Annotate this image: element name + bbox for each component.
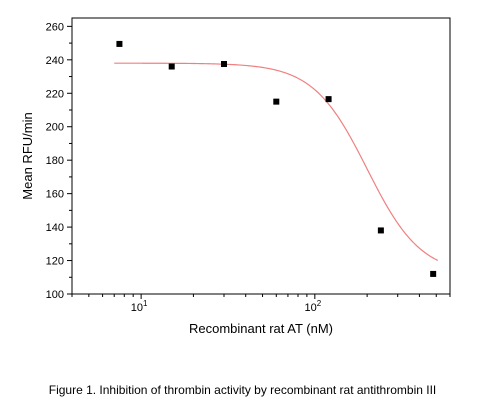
y-tick-label-240: 240 — [46, 55, 64, 67]
y-tick-label-260: 260 — [46, 21, 64, 33]
data-point-7 — [430, 270, 437, 277]
data-point-6 — [377, 227, 384, 234]
data-point-2 — [168, 63, 175, 70]
y-axis-label: Mean RFU/min — [20, 112, 35, 199]
x-tick-label-100: 102 — [304, 299, 321, 314]
plot-frame — [71, 17, 451, 295]
data-point-5 — [325, 96, 332, 103]
fit-curve — [114, 62, 439, 261]
y-tick-label-180: 180 — [46, 155, 64, 167]
data-point-4 — [273, 98, 280, 105]
data-point-3 — [221, 61, 228, 67]
y-tick-label-100: 100 — [46, 289, 64, 301]
data-points — [116, 40, 437, 277]
figure-caption: Figure 1. Inhibition of thrombin activit… — [48, 383, 437, 397]
x-axis-label: Recombinant rat AT (nM) — [189, 321, 333, 336]
data-point-1 — [116, 40, 123, 47]
y-tick-label-200: 200 — [46, 122, 64, 134]
y-axis: 100 120 140 160 180 200 220 240 260 — [46, 21, 72, 301]
chart: 100 120 140 160 180 200 220 240 260 101 102 Mean … — [20, 17, 451, 336]
y-tick-label-160: 160 — [46, 189, 64, 201]
x-tick-label-10: 101 — [131, 299, 148, 314]
y-tick-label-220: 220 — [46, 88, 64, 100]
x-axis: 101 102 — [71, 294, 451, 314]
y-tick-label-140: 140 — [46, 222, 64, 234]
y-tick-label-120: 120 — [46, 256, 64, 268]
